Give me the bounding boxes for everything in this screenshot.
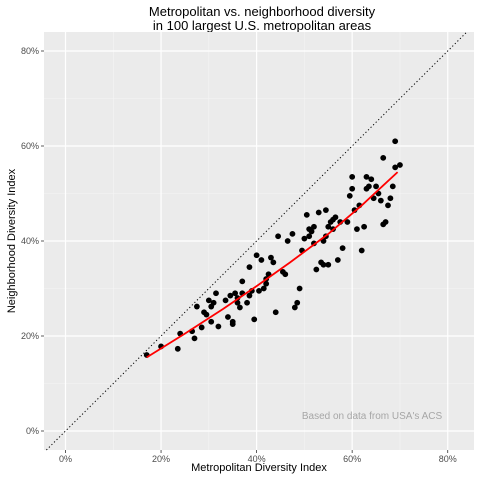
data-point — [294, 299, 301, 306]
data-point — [270, 259, 277, 266]
reference-line — [46, 31, 468, 451]
x-axis-ticks: 0% 20% 40% 60% 80% — [59, 450, 457, 464]
data-point — [263, 280, 270, 287]
data-point — [215, 323, 222, 330]
data-point — [291, 304, 298, 311]
data-point — [349, 185, 356, 192]
y-axis-ticks: 0% 20% 40% 60% 80% — [21, 46, 44, 436]
data-point — [268, 254, 274, 261]
data-point — [272, 309, 279, 316]
data-point — [358, 247, 365, 254]
fit-line-path — [146, 171, 399, 359]
data-point — [363, 173, 370, 180]
data-point — [246, 264, 253, 271]
data-point — [289, 230, 296, 237]
x-tick-label: 40% — [248, 454, 266, 464]
data-point — [315, 209, 322, 216]
data-point — [258, 257, 265, 263]
data-point — [325, 223, 332, 230]
data-point — [284, 238, 291, 244]
data-point — [229, 318, 236, 325]
y-axis-label: Neighborhood Diversity Index — [6, 168, 18, 313]
y-tick-label: 40% — [21, 236, 39, 246]
y-tick-label: 80% — [21, 46, 39, 56]
data-point — [387, 195, 394, 202]
data-point — [275, 233, 282, 240]
data-point — [311, 223, 317, 230]
data-point — [239, 278, 246, 285]
data-point — [368, 176, 375, 183]
data-point — [332, 214, 339, 221]
data-point — [377, 197, 384, 204]
data-point — [344, 219, 351, 225]
data-point — [256, 287, 262, 294]
data-point — [322, 207, 329, 214]
data-point — [361, 223, 368, 230]
identity-reference-line — [46, 31, 468, 451]
data-point — [236, 304, 243, 311]
data-point — [208, 318, 215, 325]
x-tick-label: 0% — [59, 454, 72, 464]
data-point — [354, 226, 360, 233]
data-point — [385, 202, 391, 209]
data-point — [397, 162, 403, 168]
x-tick-label: 20% — [152, 454, 170, 464]
data-point — [225, 314, 231, 320]
x-tick-label: 60% — [343, 454, 361, 464]
data-point — [365, 183, 372, 190]
data-point — [308, 228, 315, 235]
y-tick-label: 20% — [21, 331, 39, 341]
data-point — [232, 290, 239, 297]
data-point — [191, 335, 198, 342]
data-point — [296, 285, 303, 292]
data-point — [203, 311, 210, 318]
chart-title: Metropolitan vs. neighborhood diversity — [149, 4, 376, 19]
data-point — [222, 297, 229, 304]
data-point — [251, 316, 258, 323]
data-point — [392, 138, 399, 145]
data-point — [246, 292, 253, 299]
y-tick-label: 60% — [21, 141, 39, 151]
chart-subtitle: in 100 largest U.S. metropolitan areas — [153, 18, 372, 33]
data-point — [339, 245, 346, 252]
data-point — [334, 257, 341, 263]
data-point — [244, 299, 250, 306]
data-point — [373, 183, 379, 190]
data-point — [227, 292, 234, 299]
data-point — [260, 285, 267, 292]
data-point — [306, 233, 313, 240]
data-point — [205, 297, 212, 304]
data-point — [234, 299, 241, 306]
data-point — [320, 261, 327, 268]
data-point — [346, 192, 353, 199]
data-point — [213, 290, 219, 297]
data-point — [193, 303, 200, 310]
data-point — [301, 235, 308, 242]
data-point — [282, 271, 289, 278]
data-point — [389, 183, 396, 190]
data-point — [382, 219, 389, 225]
grid-major — [44, 32, 474, 450]
data-point — [325, 261, 332, 268]
data-point — [253, 252, 260, 259]
data-point — [392, 164, 399, 171]
data-point — [349, 173, 356, 180]
source-annotation: Based on data from USA's ACS — [302, 411, 443, 422]
data-point — [210, 299, 217, 306]
x-tick-label: 80% — [439, 454, 457, 464]
data-point — [313, 266, 320, 273]
fit-line — [146, 171, 399, 359]
data-point — [303, 211, 310, 218]
y-tick-label: 0% — [26, 426, 39, 436]
data-point — [198, 324, 205, 331]
data-point — [174, 345, 181, 352]
x-axis-label: Metropolitan Diversity Index — [191, 462, 327, 474]
data-point — [380, 154, 387, 161]
